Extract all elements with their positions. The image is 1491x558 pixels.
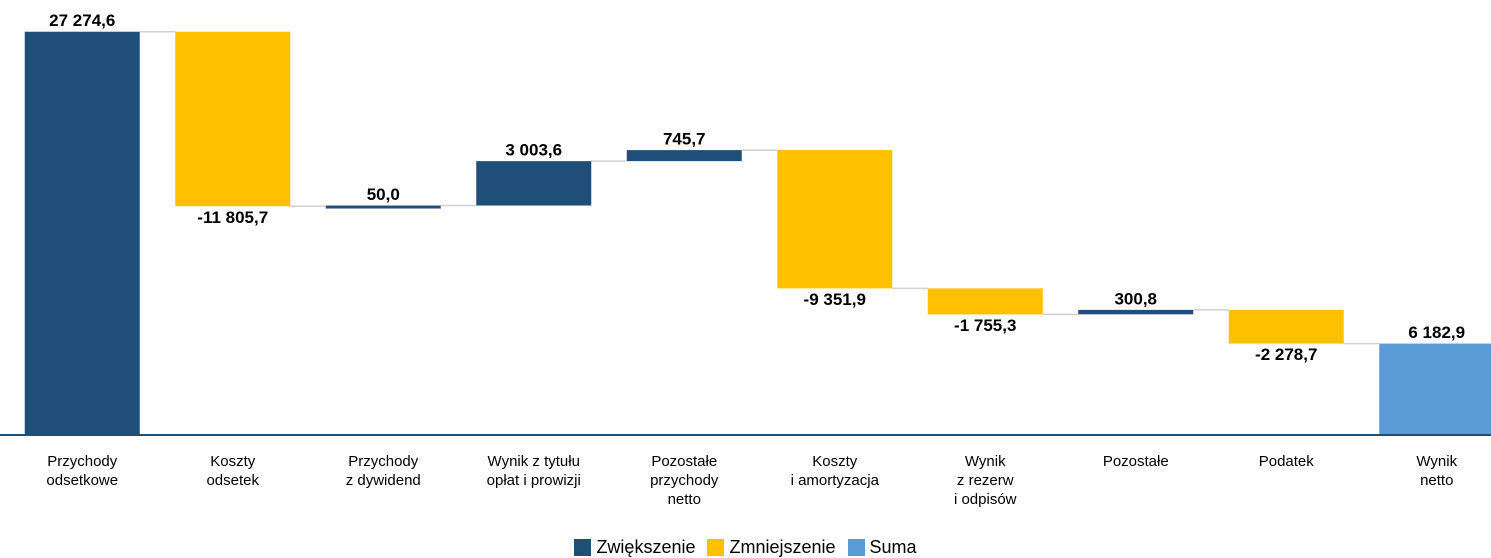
bar (1228, 309, 1344, 344)
legend-label: Zwiększenie (596, 537, 696, 557)
value-label: 27 274,6 (49, 11, 115, 30)
value-label: -1 755,3 (954, 316, 1016, 335)
bar (175, 31, 291, 207)
x-tick-label: Pozostałe (1102, 453, 1169, 470)
x-tick-label: Przychody z dywidend (345, 453, 421, 489)
value-label: -11 805,7 (197, 208, 268, 227)
bar (476, 161, 592, 206)
x-tick-label: Wynik z rezerw i odpisów (953, 453, 1017, 508)
value-label: 300,8 (1114, 289, 1157, 308)
legend-label: Zmniejszenie (729, 537, 836, 557)
bar (1078, 309, 1194, 315)
x-tick-label: Koszty i amortyzacja (790, 453, 879, 489)
value-label: 745,7 (663, 130, 706, 149)
value-label: 50,0 (367, 185, 400, 204)
x-tick-label: Przychody odsetkowe (46, 453, 119, 489)
legend-swatch (847, 539, 865, 556)
legend-swatch (707, 539, 725, 556)
legend-label: Suma (869, 537, 917, 557)
value-label: 3 003,6 (505, 141, 562, 160)
x-tick-label: Wynik netto (1416, 453, 1458, 489)
bar (1379, 343, 1491, 435)
x-tick-label: Koszty odsetek (206, 453, 260, 489)
x-tick-label: Podatek (1258, 453, 1314, 470)
value-label: -2 278,7 (1255, 345, 1317, 364)
legend-swatch (574, 539, 592, 556)
bar (626, 150, 742, 162)
value-label: -9 351,9 (804, 290, 866, 309)
bar (325, 205, 441, 209)
bar (24, 31, 140, 436)
bar (777, 150, 893, 289)
legend: Zwiększenie Zmniejszenie Suma (0, 537, 1491, 558)
legend-item: Zwiększenie (574, 537, 695, 558)
legend-item: Suma (847, 537, 917, 558)
value-label: 6 182,9 (1408, 323, 1465, 342)
x-tick-label: Pozostałe przychody netto (650, 453, 719, 508)
bar (927, 288, 1043, 315)
x-tick-label: Wynik z tytułu opłat i prowizji (486, 453, 581, 489)
legend-item: Zmniejszenie (707, 537, 836, 558)
